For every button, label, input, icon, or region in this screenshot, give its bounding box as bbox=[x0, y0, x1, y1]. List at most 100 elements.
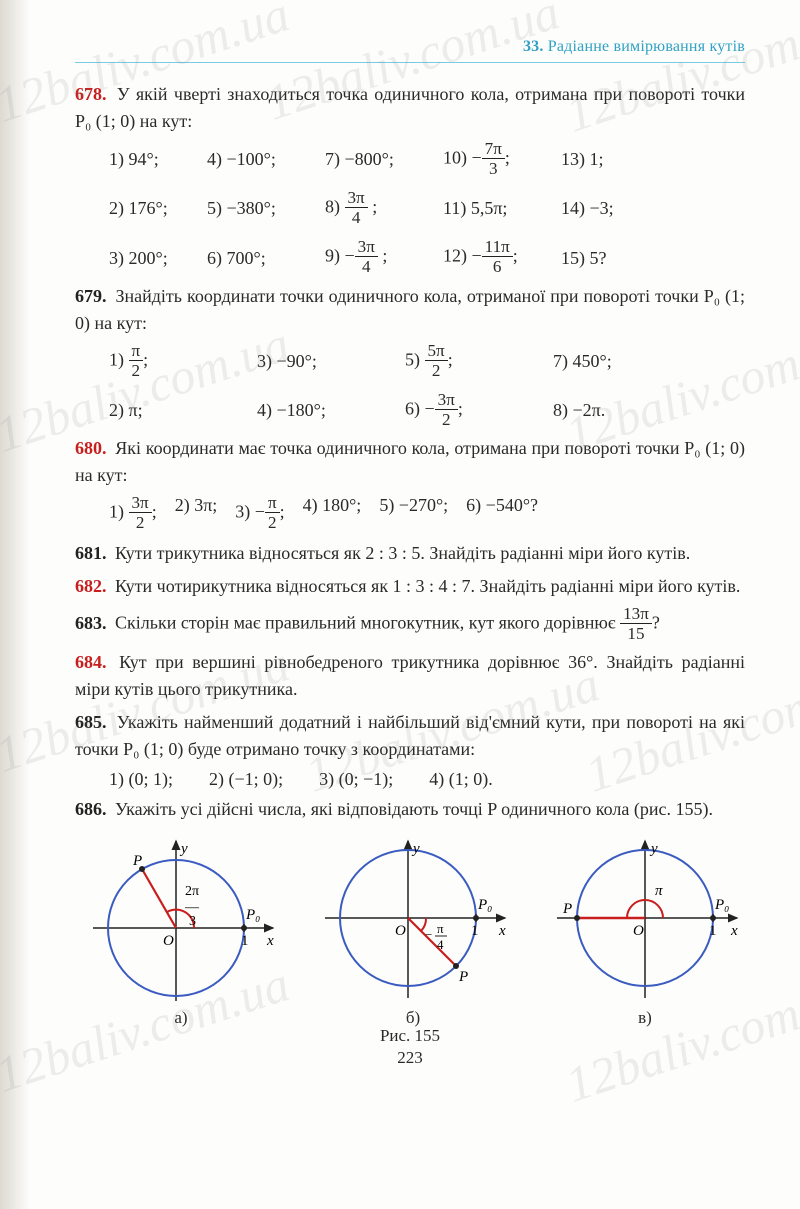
problem-number: 680. bbox=[75, 438, 107, 458]
figure-label: а) bbox=[81, 1008, 281, 1028]
list-item: 12) −11π6; bbox=[443, 239, 553, 276]
list-item: 1) (0; 1); bbox=[109, 769, 173, 790]
problem-678: 678. У якій чверті знаходиться точка оди… bbox=[75, 81, 745, 135]
svg-text:O: O bbox=[633, 923, 644, 939]
svg-text:P₀: P₀ bbox=[477, 897, 492, 913]
list-item: 6) −3π2; bbox=[405, 392, 545, 429]
svg-text:2π ― 3: 2π ― 3 bbox=[184, 884, 203, 929]
list-item: 4) −100°; bbox=[207, 145, 317, 174]
problem-number: 679. bbox=[75, 286, 107, 306]
problem-679-items: 1) π2; 3) −90°; 5) 5π2; 7) 450°; 2) π; 4) −18… bbox=[109, 343, 745, 429]
list-item: 5) −380°; bbox=[207, 194, 317, 223]
svg-text:1: 1 bbox=[471, 923, 479, 939]
problem-number: 681. bbox=[75, 543, 107, 563]
svg-text:x: x bbox=[730, 923, 738, 939]
list-item: 7) 450°; bbox=[553, 347, 693, 376]
problem-679: 679. Знайдіть координати точки одиничног… bbox=[75, 283, 745, 337]
problem-text: Кут при вершині рівнобедреного трикутник… bbox=[75, 652, 745, 699]
unit-circle-c: P P₀ y x O 1 π bbox=[545, 833, 745, 1003]
list-item: 8) −2π. bbox=[553, 396, 693, 425]
problem-text: Укажіть найменший додатний і найбільший … bbox=[75, 712, 745, 759]
problem-number: 685. bbox=[75, 712, 107, 732]
svg-text:x: x bbox=[498, 923, 506, 939]
fraction-den: 15 bbox=[620, 624, 652, 642]
list-item: 1) 94°; bbox=[109, 145, 199, 174]
svg-text:π: π bbox=[655, 883, 663, 899]
problem-text: Укажіть усі дійсні числа, які відповідаю… bbox=[115, 799, 713, 819]
problem-681: 681. Кути трикутника відносяться як 2 : … bbox=[75, 540, 745, 567]
svg-text:π: π bbox=[437, 921, 444, 936]
problem-text: Які координати має точка одиничного кола… bbox=[75, 438, 745, 485]
problem-text: Скільки сторін має правильний многокутни… bbox=[115, 613, 620, 633]
problem-number: 686. bbox=[75, 799, 107, 819]
list-item: 1) 3π2; bbox=[109, 495, 157, 532]
svg-text:P: P bbox=[562, 901, 572, 917]
problem-number: 683. bbox=[75, 613, 107, 633]
list-item: 3) −π2; bbox=[235, 495, 284, 532]
svg-text:y: y bbox=[411, 841, 420, 857]
list-item: 5) 5π2; bbox=[405, 343, 545, 380]
problem-685-items: 1) (0; 1); 2) (−1; 0); 3) (0; −1); 4) (1… bbox=[109, 769, 745, 790]
list-item: 1) π2; bbox=[109, 343, 249, 380]
page-number: 223 bbox=[75, 1048, 745, 1068]
svg-text:P: P bbox=[132, 853, 142, 869]
list-item: 4) (1; 0). bbox=[429, 769, 492, 790]
problem-685: 685. Укажіть найменший додатний і найбіл… bbox=[75, 709, 745, 763]
svg-text:O: O bbox=[163, 933, 174, 949]
list-item: 8) 3π4 ; bbox=[325, 190, 435, 227]
problem-680: 680. Які координати має точка одиничного… bbox=[75, 435, 745, 489]
svg-text:O: O bbox=[395, 923, 406, 939]
svg-text:−: − bbox=[425, 927, 432, 942]
svg-text:x: x bbox=[266, 933, 274, 949]
problem-686: 686. Укажіть усі дійсні числа, які відпо… bbox=[75, 796, 745, 823]
list-item: 3) 200°; bbox=[109, 244, 199, 273]
list-item: 14) −3; bbox=[561, 194, 631, 223]
problem-684: 684. Кут при вершині рівнобедреного трик… bbox=[75, 649, 745, 703]
list-item: 3) (0; −1); bbox=[319, 769, 393, 790]
problem-number: 684. bbox=[75, 652, 107, 672]
problem-text: У якій чверті знаходиться точка одинично… bbox=[75, 84, 745, 131]
problem-number: 678. bbox=[75, 84, 107, 104]
list-item: 3) −90°; bbox=[257, 347, 397, 376]
list-item: 2) 3π; bbox=[175, 495, 218, 532]
problem-678-items: 1) 94°; 4) −100°; 7) −800°; 10) −7π3; 13) 1;… bbox=[109, 141, 745, 277]
page: 12baliv.com.ua 12baliv.com.ua 12baliv.co… bbox=[0, 0, 800, 1209]
problem-text: ? bbox=[652, 613, 660, 633]
section-title: Радіанне вимірювання кутів bbox=[548, 38, 745, 55]
problem-text: Кути чотирикутника відносяться як 1 : 3 … bbox=[115, 576, 740, 596]
list-item: 13) 1; bbox=[561, 145, 631, 174]
svg-text:1: 1 bbox=[709, 923, 717, 939]
svg-text:y: y bbox=[649, 841, 658, 857]
problem-683: 683. Скільки сторін має правильний много… bbox=[75, 606, 745, 643]
problem-text: Знайдіть координати точки одиничного кол… bbox=[75, 286, 745, 333]
problem-text: Кути трикутника відносяться як 2 : 3 : 5… bbox=[115, 543, 690, 563]
list-item: 9) −3π4 ; bbox=[325, 239, 435, 276]
svg-text:P: P bbox=[458, 969, 468, 985]
list-item: 11) 5,5π; bbox=[443, 194, 553, 223]
figure-label: б) bbox=[313, 1008, 513, 1028]
figure-label: в) bbox=[545, 1008, 745, 1028]
fraction-num: 13π bbox=[620, 605, 652, 624]
list-item: 6) −540°? bbox=[466, 495, 538, 532]
unit-circle-a: P P₀ y x O 1 2π ― 3 bbox=[81, 833, 281, 1003]
figure-b: P P₀ y x O 1 − π 4 б) bbox=[313, 833, 513, 1028]
running-header: 33. Радіанне вимірювання кутів bbox=[75, 38, 745, 63]
problem-number: 682. bbox=[75, 576, 107, 596]
figure-c: P P₀ y x O 1 π в) bbox=[545, 833, 745, 1028]
figure-row: P P₀ y x O 1 2π ― 3 а) bbox=[81, 833, 745, 1028]
list-item: 7) −800°; bbox=[325, 145, 435, 174]
svg-text:y: y bbox=[179, 841, 188, 857]
list-item: 2) (−1; 0); bbox=[209, 769, 283, 790]
svg-text:P₀: P₀ bbox=[714, 897, 729, 913]
figure-a: P P₀ y x O 1 2π ― 3 а) bbox=[81, 833, 281, 1028]
list-item: 6) 700°; bbox=[207, 244, 317, 273]
fraction: 13π 15 bbox=[620, 605, 652, 642]
list-item: 15) 5? bbox=[561, 244, 631, 273]
svg-text:4: 4 bbox=[437, 937, 444, 952]
list-item: 4) −180°; bbox=[257, 396, 397, 425]
problem-680-items: 1) 3π2;2) 3π;3) −π2;4) 180°;5) −270°;6) … bbox=[109, 495, 745, 532]
list-item: 2) π; bbox=[109, 396, 249, 425]
svg-text:P₀: P₀ bbox=[245, 907, 260, 923]
section-number: 33. bbox=[523, 38, 544, 55]
list-item: 10) −7π3; bbox=[443, 141, 553, 178]
